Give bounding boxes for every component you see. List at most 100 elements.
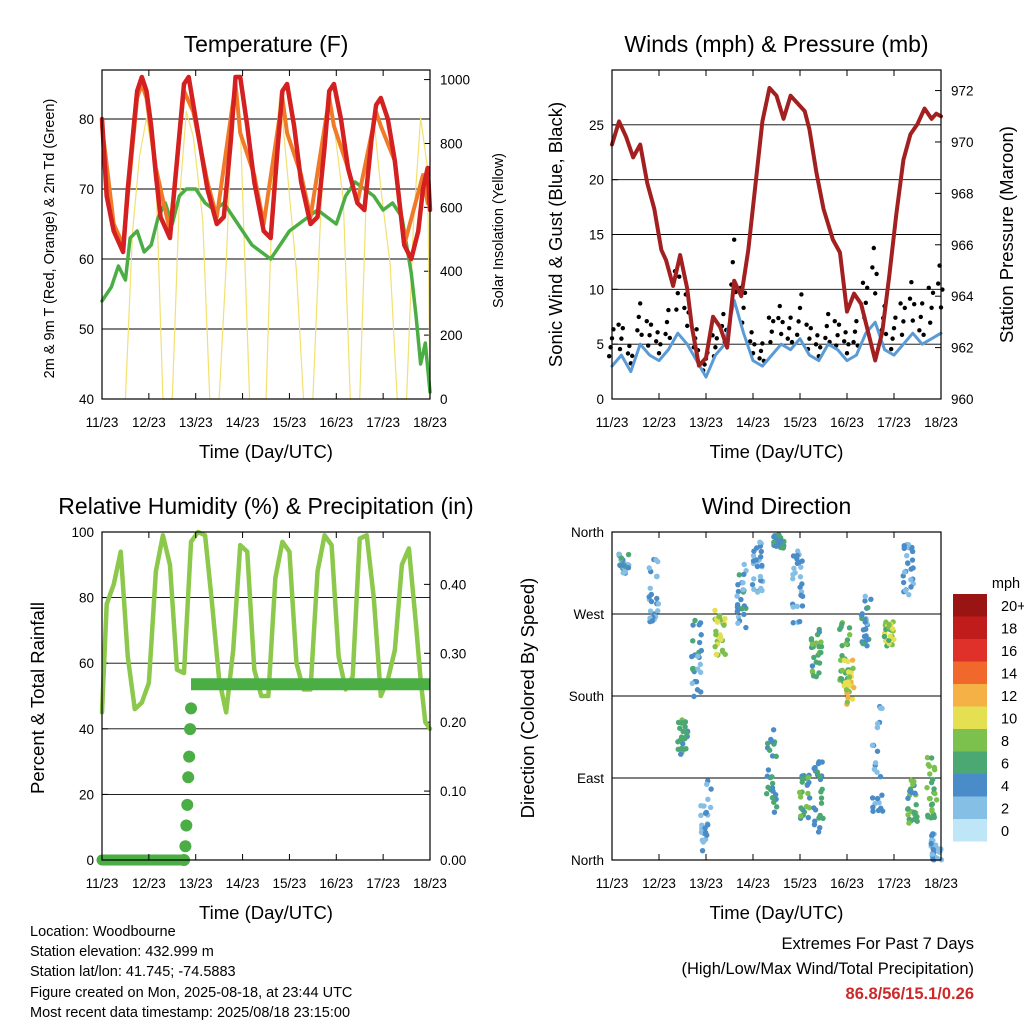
direction-point: [721, 622, 727, 628]
direction-point: [698, 632, 704, 638]
direction-point: [708, 786, 714, 792]
direction-point: [904, 560, 911, 566]
direction-point: [845, 669, 852, 675]
gust-point: [677, 274, 682, 279]
direction-point: [846, 632, 853, 638]
direction-point: [814, 631, 821, 638]
gust-point: [818, 345, 823, 350]
direction-point: [763, 791, 770, 797]
direction-point: [648, 598, 655, 605]
gust-point: [741, 305, 746, 310]
gust-point: [636, 314, 641, 320]
direction-point: [849, 657, 856, 663]
direction-point: [928, 802, 935, 808]
gust-point: [635, 328, 640, 333]
direction-point: [900, 579, 907, 586]
gust-point: [930, 290, 936, 296]
direction-point: [881, 633, 888, 640]
x-tick-label: 11/23: [596, 876, 629, 891]
direction-point: [928, 755, 935, 761]
y2-tick-label: 600: [440, 200, 463, 215]
direction-point: [806, 795, 813, 801]
station-elevation: Station elevation: 432.999 m: [30, 944, 214, 961]
direction-point: [932, 790, 938, 797]
gust-point: [851, 339, 856, 345]
recent-timestamp: Most recent data timestamp: 2025/08/18 2…: [30, 1004, 351, 1021]
direction-point: [812, 807, 819, 813]
direction-point: [654, 595, 660, 602]
gust-point: [664, 319, 670, 325]
legend-swatch: [953, 661, 987, 684]
direction-point: [891, 636, 897, 643]
direction-point: [907, 788, 913, 794]
gust-point: [721, 311, 726, 317]
direction-point: [705, 822, 711, 828]
direction-point: [818, 800, 825, 806]
extremes-box: Extremes For Past 7 Days (High/Low/Max W…: [681, 932, 974, 1007]
direction-point: [933, 797, 940, 803]
x-tick-label: 15/23: [273, 876, 307, 891]
direction-point: [914, 818, 920, 824]
direction-point: [811, 765, 817, 772]
direction-point: [905, 795, 911, 802]
direction-point: [771, 539, 777, 546]
direction-point: [816, 670, 822, 676]
dewpoint-line: [100, 180, 432, 394]
direction-point: [839, 652, 845, 659]
direction-point: [655, 601, 662, 607]
x-tick-label: 18/23: [924, 876, 958, 891]
x-tick-label: 15/23: [783, 876, 817, 891]
gust-point: [799, 292, 804, 297]
direction-point: [682, 735, 688, 742]
gust-point: [808, 325, 814, 331]
x-tick-label: 13/23: [689, 876, 723, 891]
direction-point: [677, 725, 683, 731]
direction-point: [817, 824, 823, 831]
direction-point: [702, 829, 709, 836]
chart-title-2: Relative Humidity (%) & Precipitation (i…: [58, 493, 473, 519]
gust-point: [920, 301, 925, 306]
precip-point: [182, 771, 195, 784]
direction-point: [818, 639, 824, 645]
direction-point: [697, 669, 704, 676]
y-tick-label: North: [571, 525, 604, 540]
direction-point: [741, 611, 747, 618]
y2-tick-label: 968: [951, 186, 974, 201]
direction-point: [879, 792, 885, 798]
gust-point: [815, 333, 820, 338]
legend-swatch: [953, 639, 987, 662]
gust-point: [713, 345, 718, 350]
direction-point: [765, 784, 771, 791]
direction-point: [846, 681, 852, 688]
gust-point: [685, 323, 690, 329]
legend-swatch: [953, 616, 987, 639]
direction-point: [904, 553, 910, 559]
chart-title-1: Winds (mph) & Pressure (mb): [624, 31, 928, 57]
gust-point: [826, 311, 831, 317]
station-latlon: Station lat/lon: 41.745; -74.5883: [30, 964, 236, 981]
direction-point: [698, 829, 705, 835]
direction-point: [798, 564, 804, 570]
gust-point: [888, 346, 894, 352]
y-tick-label: East: [577, 771, 604, 786]
legend-swatch: [953, 751, 987, 774]
direction-point: [930, 846, 937, 853]
direction-point: [799, 593, 806, 600]
y-tick-label: 5: [596, 337, 604, 352]
direction-point: [843, 687, 850, 693]
y-axis-label-0: 2m & 9m T (Red, Orange) & 2m Td (Green): [42, 99, 58, 379]
gust-point: [890, 336, 895, 341]
legend-swatch: [953, 796, 987, 819]
gust-point: [927, 320, 933, 325]
direction-point: [850, 665, 856, 672]
direction-point: [682, 724, 688, 730]
direction-point: [799, 581, 805, 587]
gust-point: [871, 245, 876, 251]
direction-point: [860, 627, 867, 633]
direction-point: [839, 667, 845, 674]
gust-point: [658, 342, 663, 347]
y-axis-label-2: Percent & Total Rainfall: [27, 602, 48, 794]
direction-point: [646, 594, 652, 600]
gust-point: [639, 332, 644, 338]
x-tick-label: 13/23: [179, 876, 213, 891]
